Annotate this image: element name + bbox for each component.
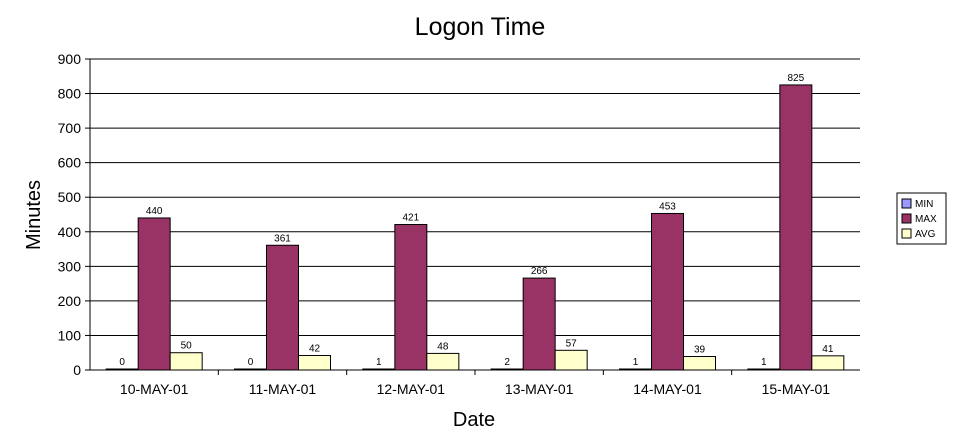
y-tick-label: 200 [58, 293, 82, 309]
legend-swatch-min [901, 198, 912, 209]
y-tick-label: 100 [58, 327, 82, 343]
y-tick-label: 300 [58, 258, 82, 274]
bar-avg-1 [298, 354, 331, 371]
data-label: 0 [119, 357, 125, 368]
y-tick-label: 700 [58, 120, 82, 136]
data-label: 453 [659, 201, 676, 212]
data-label: 50 [181, 341, 193, 352]
y-tick-label: 400 [58, 224, 82, 240]
data-label: 1 [633, 357, 639, 368]
y-tick-label: 0 [73, 362, 81, 378]
data-label: 2 [504, 357, 510, 368]
data-label: 361 [274, 233, 291, 244]
bar-avg-4 [683, 356, 716, 371]
chart-title: Logon Time [415, 13, 546, 41]
data-label: 1 [376, 357, 382, 368]
legend-label-max: MAX [915, 214, 937, 225]
legend-swatch-max [901, 213, 912, 224]
x-tick-label: 13-MAY-01 [505, 381, 574, 397]
y-tick-label: 600 [58, 155, 82, 171]
x-axis-title: Date [453, 409, 495, 431]
legend: MIN MAX AVG [896, 192, 947, 245]
legend-swatch-avg [901, 228, 912, 239]
data-label: 0 [248, 357, 254, 368]
bar-max-4 [651, 212, 684, 371]
x-tick-label: 12-MAY-01 [377, 381, 446, 397]
data-label: 440 [146, 206, 163, 217]
data-label: 48 [437, 341, 449, 352]
data-label: 266 [531, 266, 548, 277]
x-tick-label: 14-MAY-01 [633, 381, 702, 397]
bar-max-2 [394, 224, 428, 371]
gridlines [90, 58, 860, 371]
data-label: 39 [694, 345, 706, 356]
bar-avg-3 [554, 349, 588, 371]
bar-avg-0 [169, 352, 203, 371]
y-tick-label: 800 [58, 86, 82, 102]
x-tick-label: 11-MAY-01 [249, 381, 317, 397]
y-axis-title: Minutes [23, 180, 45, 250]
bar-max-0 [137, 217, 171, 371]
y-tick-label: 500 [58, 189, 82, 205]
x-tick-label: 15-MAY-01 [762, 381, 831, 397]
legend-label-min: MIN [915, 199, 933, 210]
data-label: 421 [402, 213, 419, 224]
bar-max-5 [779, 84, 813, 371]
bar-max-1 [266, 244, 299, 371]
bar-avg-2 [426, 352, 460, 371]
data-label: 41 [822, 344, 834, 355]
data-label: 825 [787, 73, 804, 84]
y-tick-label: 900 [58, 51, 82, 67]
data-label: 42 [309, 343, 321, 354]
x-tick-label: 10-MAY-01 [120, 381, 189, 397]
data-label: 57 [566, 338, 578, 349]
data-label: 1 [761, 357, 767, 368]
bar-max-3 [522, 277, 556, 371]
bar-avg-5 [811, 355, 845, 371]
legend-label-avg: AVG [915, 229, 936, 240]
